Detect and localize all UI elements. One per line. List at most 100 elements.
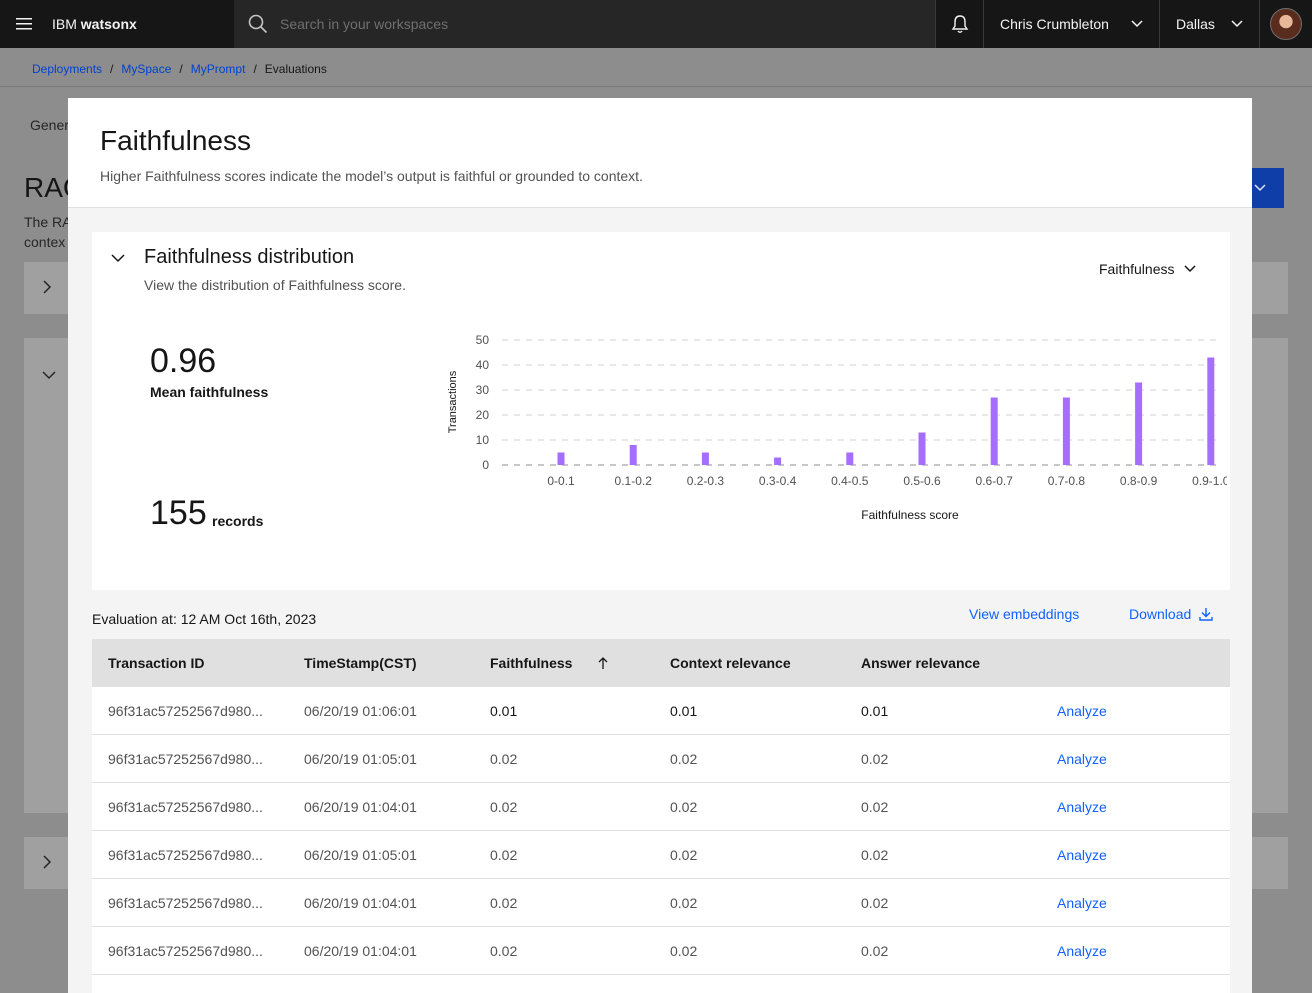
modal-title: Faithfulness: [100, 125, 251, 156]
y-tick-label: 10: [476, 433, 490, 447]
sort-ascending-icon[interactable]: [596, 656, 610, 670]
chevron-down-icon[interactable]: [110, 250, 126, 266]
table-row[interactable]: 96f31ac57252567d980... 06/20/19 01:04:01 0…: [92, 879, 1230, 927]
cell-faithfulness: 0.02: [490, 991, 517, 993]
chevron-down-icon: [1254, 184, 1266, 192]
x-tick-label: 0.1-0.2: [615, 474, 653, 488]
metric-dropdown[interactable]: Faithfulness: [1099, 261, 1197, 277]
metric-dropdown-value: Faithfulness: [1099, 261, 1175, 277]
table-row[interactable]: 96f31ac57252567d980... 06/20/19 01:04:01 0…: [92, 975, 1230, 993]
analyze-link[interactable]: Analyze: [1057, 942, 1107, 959]
y-tick-label: 40: [476, 358, 490, 372]
table-header: Transaction ID TimeStamp(CST) Faithfulne…: [92, 639, 1230, 687]
breadcrumb-deployments[interactable]: Deployments: [32, 62, 103, 76]
notifications-button[interactable]: [935, 0, 983, 48]
region-menu[interactable]: Dallas: [1159, 0, 1259, 48]
search-input[interactable]: Search in your workspaces: [280, 16, 449, 32]
breadcrumb-separator: /: [253, 62, 257, 76]
x-tick-label: 0.8-0.9: [1120, 474, 1158, 488]
download-link[interactable]: Download: [1129, 606, 1213, 622]
analyze-link[interactable]: Analyze: [1057, 991, 1107, 993]
cell-timestamp: 06/20/19 01:05:01: [304, 750, 417, 767]
table-row[interactable]: 96f31ac57252567d980... 06/20/19 01:05:01 0…: [92, 831, 1230, 879]
cell-timestamp: 06/20/19 01:04:01: [304, 942, 417, 959]
bar: [1062, 397, 1070, 465]
bar: [846, 452, 854, 465]
records-label: records: [212, 513, 264, 529]
analyze-link[interactable]: Analyze: [1057, 894, 1107, 911]
mean-label: Mean faithfulness: [150, 384, 269, 400]
menu-button[interactable]: [0, 0, 48, 48]
column-timestamp[interactable]: TimeStamp(CST): [304, 655, 417, 671]
cell-context-relevance: 0.01: [670, 702, 698, 719]
download-label: Download: [1129, 606, 1192, 622]
table-row[interactable]: 96f31ac57252567d980... 06/20/19 01:04:01 0…: [92, 927, 1230, 975]
cell-transaction-id: 96f31ac57252567d980...: [108, 702, 263, 719]
y-tick-label: 30: [476, 383, 490, 397]
x-tick-label: 0.4-0.5: [831, 474, 869, 488]
y-tick-label: 50: [476, 333, 490, 347]
cell-faithfulness: 0.02: [490, 942, 518, 959]
breadcrumb-separator: /: [179, 62, 183, 76]
view-embeddings-link[interactable]: View embeddings: [969, 606, 1080, 622]
hamburger-icon: [16, 18, 32, 30]
analyze-link[interactable]: Analyze: [1057, 846, 1107, 863]
table-row[interactable]: 96f31ac57252567d980... 06/20/19 01:06:01 0…: [92, 687, 1230, 735]
records-count: 155: [150, 494, 207, 532]
modal-header: Faithfulness Higher Faithfulness scores …: [68, 98, 1252, 208]
cell-transaction-id: 96f31ac57252567d980...: [108, 991, 263, 993]
column-answer-relevance[interactable]: Answer relevance: [861, 655, 981, 671]
region-name: Dallas: [1176, 16, 1215, 32]
analyze-link[interactable]: Analyze: [1057, 798, 1107, 815]
bar: [990, 397, 998, 465]
distribution-subtitle: View the distribution of Faithfulness sc…: [144, 277, 406, 293]
avatar-button[interactable]: [1259, 0, 1312, 48]
x-tick-label: 0.9-1.0: [1192, 474, 1227, 488]
cell-context-relevance: 0.02: [670, 846, 698, 863]
table-body: 96f31ac57252567d980... 06/20/19 01:06:01 0…: [92, 687, 1230, 993]
cell-transaction-id: 96f31ac57252567d980...: [108, 798, 263, 815]
breadcrumb-myspace[interactable]: MySpace: [121, 62, 172, 76]
breadcrumb-current: Evaluations: [264, 62, 327, 76]
table-row[interactable]: 96f31ac57252567d980... 06/20/19 01:04:01 0…: [92, 783, 1230, 831]
analyze-link[interactable]: Analyze: [1057, 702, 1107, 719]
chevron-down-icon: [42, 371, 56, 380]
transactions-table: Transaction ID TimeStamp(CST) Faithfulne…: [92, 639, 1230, 993]
column-transaction-id[interactable]: Transaction ID: [108, 655, 205, 671]
x-axis-label: Faithfulness score: [861, 508, 959, 522]
cell-answer-relevance: 0.02: [861, 894, 889, 911]
cell-faithfulness: 0.02: [490, 798, 518, 815]
bar: [774, 457, 782, 465]
cell-context-relevance: 0.02: [670, 894, 698, 911]
page-description-line: contex: [24, 234, 66, 250]
x-tick-label: 0.3-0.4: [759, 474, 797, 488]
cell-context-relevance: 0.02: [670, 798, 698, 815]
cell-faithfulness: 0.02: [490, 750, 518, 767]
faithfulness-histogram: 0 10 20 30 40 50 Transactions 0-0.1 0.1-0.2 0.2-0…: [447, 333, 1227, 522]
chevron-down-icon: [1131, 20, 1143, 28]
column-context-relevance[interactable]: Context relevance: [670, 655, 791, 671]
breadcrumb-myprompt[interactable]: MyPrompt: [190, 62, 246, 76]
distribution-title: Faithfulness distribution: [144, 246, 355, 268]
column-faithfulness[interactable]: Faithfulness: [490, 655, 573, 671]
x-tick-label: 0.6-0.7: [976, 474, 1014, 488]
bar: [701, 452, 709, 465]
analyze-link[interactable]: Analyze: [1057, 750, 1107, 767]
cell-timestamp: 06/20/19 01:05:01: [304, 846, 417, 863]
avatar: [1270, 8, 1302, 40]
bar: [629, 445, 637, 465]
brand-name[interactable]: IBM watsonx: [52, 16, 137, 32]
faithfulness-modal: Faithfulness Higher Faithfulness scores …: [68, 98, 1252, 993]
chevron-right-icon: [43, 855, 52, 869]
tab-generative[interactable]: Gener: [30, 117, 69, 133]
cell-context-relevance: 0.02: [670, 942, 698, 959]
distribution-card: Faithfulness distribution View the distr…: [92, 232, 1230, 590]
search-bar[interactable]: Search in your workspaces: [234, 0, 935, 48]
page-description-line: The RA: [24, 214, 72, 230]
table-row[interactable]: 96f31ac57252567d980... 06/20/19 01:05:01 0…: [92, 735, 1230, 783]
evaluation-toolbar: Evaluation at: 12 AM Oct 16th, 2023 View…: [92, 606, 1230, 640]
divider: [0, 86, 1312, 87]
user-name: Chris Crumbleton: [1000, 16, 1109, 32]
x-tick-label: 0.7-0.8: [1048, 474, 1086, 488]
user-menu[interactable]: Chris Crumbleton: [983, 0, 1159, 48]
